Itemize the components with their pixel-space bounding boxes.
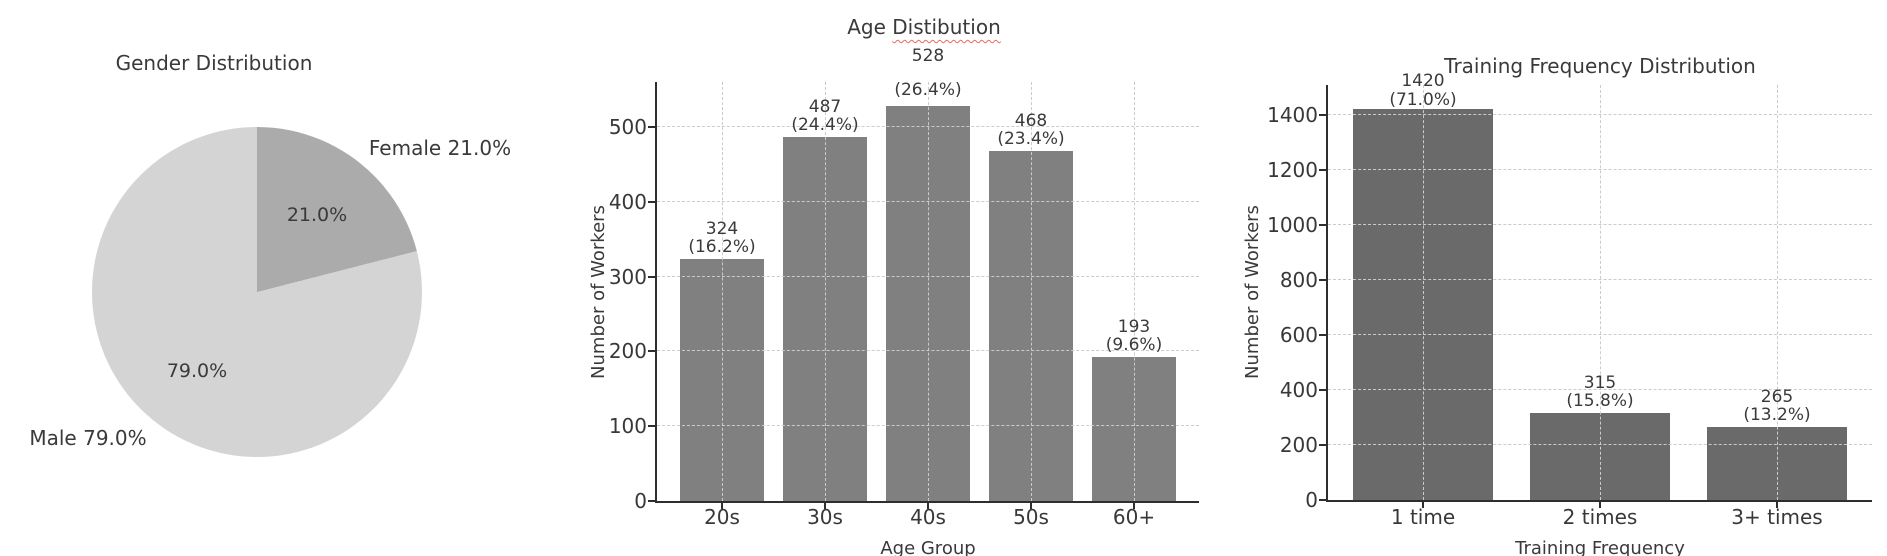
training-ytick-label-800: 800 bbox=[1279, 268, 1318, 292]
training-x-axis-spine bbox=[1326, 500, 1872, 502]
age-xtick-mark-50s bbox=[1030, 503, 1032, 509]
training-xtick-label-3+ times: 3+ times bbox=[1731, 505, 1823, 529]
age-xtick-mark-30s bbox=[824, 503, 826, 509]
training-xtick-mark-1 time bbox=[1422, 502, 1424, 508]
age-gridline-v-30s bbox=[825, 82, 826, 501]
training-ytick-mark-200 bbox=[1319, 444, 1326, 446]
age-xtick-label-20s: 20s bbox=[704, 505, 740, 529]
age-bar-value-label-60+: 193 bbox=[1117, 317, 1151, 337]
age-bar-value-label-30s: 487 bbox=[808, 97, 842, 117]
age-bar-pct-label-20s: (16.2%) bbox=[688, 237, 756, 257]
training-gridline-v-3+ times bbox=[1777, 85, 1778, 500]
age-bar-pct-label-40s: (26.4%) bbox=[894, 80, 962, 100]
age-ytick-mark-0 bbox=[648, 500, 655, 502]
age-ytick-label-200: 200 bbox=[608, 339, 647, 363]
training-ytick-label-1400: 1400 bbox=[1267, 103, 1318, 127]
age-ytick-mark-200 bbox=[648, 350, 655, 352]
training-xtick-label-2 times: 2 times bbox=[1562, 505, 1638, 529]
age-ytick-mark-100 bbox=[648, 425, 655, 427]
age-chart-x-axis-label: Age Group bbox=[880, 538, 976, 556]
age-ytick-mark-400 bbox=[648, 201, 655, 203]
age-xtick-mark-60+ bbox=[1133, 503, 1135, 509]
pie-outer-label-male: Male 79.0% bbox=[29, 426, 147, 450]
training-bar-value-label-2 times: 315 bbox=[1583, 373, 1617, 393]
training-ytick-mark-800 bbox=[1319, 279, 1326, 281]
training-bar-pct-label-1 time: (71.0%) bbox=[1389, 90, 1457, 110]
age-chart-title: Age Distibution bbox=[774, 16, 1074, 38]
training-ytick-mark-0 bbox=[1319, 499, 1326, 501]
pie-pct-label-female: 21.0% bbox=[286, 204, 348, 226]
training-xtick-mark-3+ times bbox=[1776, 502, 1778, 508]
pie-pct-label-male: 79.0% bbox=[166, 360, 228, 382]
age-ytick-label-0: 0 bbox=[634, 489, 647, 513]
age-bar-pct-label-30s: (24.4%) bbox=[791, 115, 859, 135]
training-ytick-label-600: 600 bbox=[1279, 323, 1318, 347]
training-y-axis-spine bbox=[1326, 85, 1328, 502]
age-xtick-label-30s: 30s bbox=[807, 505, 843, 529]
training-bar-value-label-1 time: 1420 bbox=[1401, 71, 1445, 91]
training-chart-y-axis-label: Number of Workers bbox=[1242, 205, 1263, 379]
age-ytick-mark-500 bbox=[648, 126, 655, 128]
training-gridline-v-2 times bbox=[1600, 85, 1601, 500]
age-xtick-mark-20s bbox=[721, 503, 723, 509]
age-ytick-label-300: 300 bbox=[608, 265, 647, 289]
age-ytick-label-100: 100 bbox=[608, 414, 647, 438]
pie-outer-label-female: Female 21.0% bbox=[368, 136, 512, 160]
training-bar-pct-label-2 times: (15.8%) bbox=[1566, 391, 1634, 411]
age-bar-pct-label-60+: (9.6%) bbox=[1105, 335, 1163, 355]
age-xtick-label-40s: 40s bbox=[910, 505, 946, 529]
training-ytick-label-400: 400 bbox=[1279, 378, 1318, 402]
training-ytick-label-1200: 1200 bbox=[1267, 158, 1318, 182]
training-xtick-mark-2 times bbox=[1599, 502, 1601, 508]
age-y-axis-spine bbox=[655, 82, 657, 503]
age-xtick-label-50s: 50s bbox=[1013, 505, 1049, 529]
age-ytick-mark-300 bbox=[648, 276, 655, 278]
age-gridline-v-20s bbox=[722, 82, 723, 501]
age-ytick-label-500: 500 bbox=[608, 115, 647, 139]
age-bar-value-label-20s: 324 bbox=[705, 219, 739, 239]
training-ytick-mark-1000 bbox=[1319, 224, 1326, 226]
training-gridline-v-1 time bbox=[1423, 85, 1424, 500]
age-xtick-label-60+: 60+ bbox=[1112, 505, 1156, 529]
age-chart-y-axis-label: Number of Workers bbox=[588, 205, 609, 379]
age-gridline-v-50s bbox=[1031, 82, 1032, 501]
training-chart-x-axis-label: Training Frequency bbox=[1515, 538, 1685, 556]
training-ytick-mark-400 bbox=[1319, 389, 1326, 391]
age-chart-title-misspelled-word: Distibution bbox=[892, 15, 1001, 39]
age-bar-value-label-40s: 528 bbox=[911, 46, 945, 66]
age-ytick-label-400: 400 bbox=[608, 190, 647, 214]
age-gridline-v-40s bbox=[928, 82, 929, 501]
training-xtick-label-1 time: 1 time bbox=[1390, 505, 1456, 529]
training-bar-pct-label-3+ times: (13.2%) bbox=[1743, 405, 1811, 425]
training-ytick-label-1000: 1000 bbox=[1267, 213, 1318, 237]
age-xtick-mark-40s bbox=[927, 503, 929, 509]
training-ytick-label-0: 0 bbox=[1305, 488, 1318, 512]
training-ytick-mark-1200 bbox=[1319, 169, 1326, 171]
training-ytick-mark-600 bbox=[1319, 334, 1326, 336]
training-ytick-label-200: 200 bbox=[1279, 433, 1318, 457]
age-bar-value-label-50s: 468 bbox=[1014, 111, 1048, 131]
gender-chart-title: Gender Distribution bbox=[115, 51, 313, 75]
training-bar-value-label-3+ times: 265 bbox=[1760, 387, 1794, 407]
gender-pie bbox=[92, 127, 422, 457]
training-chart-title: Training Frequency Distribution bbox=[1444, 54, 1756, 78]
age-x-axis-spine bbox=[655, 501, 1199, 503]
training-ytick-mark-1400 bbox=[1319, 114, 1326, 116]
age-bar-pct-label-50s: (23.4%) bbox=[997, 129, 1065, 149]
age-chart-title-prefix: Age bbox=[847, 15, 893, 39]
age-gridline-v-60+ bbox=[1134, 82, 1135, 501]
